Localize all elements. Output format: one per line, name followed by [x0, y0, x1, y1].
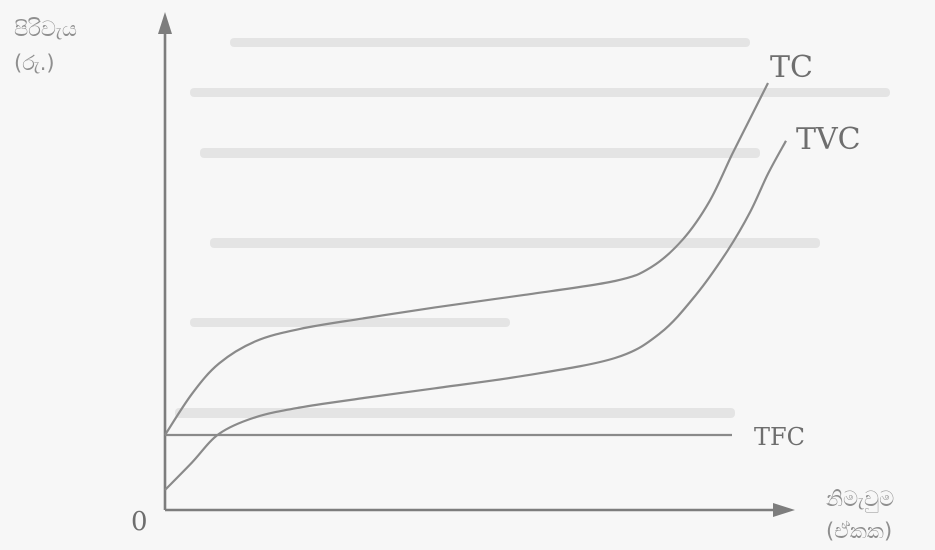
origin-label: 0 [131, 507, 148, 537]
series-line-tvc [164, 140, 787, 491]
series-label-tfc: TFC [754, 423, 805, 451]
y-axis-title-line2: (රු.) [14, 51, 55, 75]
series-line-tc [164, 82, 769, 436]
series-label-tc: TC [770, 50, 813, 85]
y-axis-arrowhead [158, 12, 172, 34]
series-layer: TC TVC TFC [164, 50, 861, 491]
x-axis-arrowhead [773, 503, 795, 517]
x-axis-title-line2: (ඒකක) [826, 519, 892, 543]
background-bleed-through [175, 38, 890, 418]
x-axis-title-line1: නිමැවුම [826, 487, 894, 513]
y-axis-title-line1: පිරිවැය [14, 17, 77, 41]
series-label-tvc: TVC [796, 122, 861, 157]
